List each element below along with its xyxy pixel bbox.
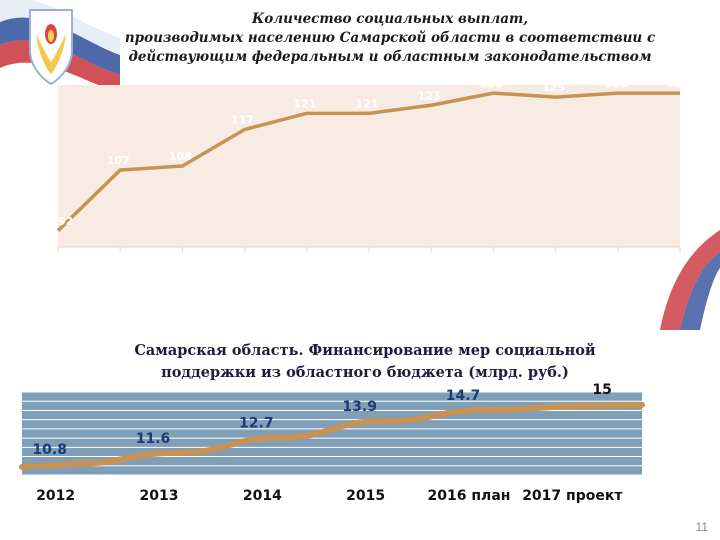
chart-1-title-line: Количество социальных выплат, [251, 11, 529, 27]
chart-2-tick-label: 2016 план [428, 488, 511, 504]
page-number: 11 [695, 520, 708, 534]
chart-1-data-label: 123 [418, 89, 441, 102]
chart-1-data-label: 121 [356, 97, 379, 110]
chart-1-data-label: 121 [293, 97, 316, 110]
chart-1-title: Количество социальных выплат, производим… [110, 10, 670, 67]
chart-1-data-label: 107 [107, 154, 130, 167]
chart-2-data-label: 14.7 [446, 388, 481, 404]
chart-1-data-label: 92 [58, 215, 73, 228]
chart-2-data-label: 10.8 [32, 442, 67, 458]
emblem-icon [29, 9, 73, 86]
chart-1-data-label: 126 [667, 77, 690, 90]
chart-2-tick-label: 2014 [243, 488, 282, 504]
chart-2-title: Самарская область. Финансирование мер со… [100, 340, 630, 384]
chart-2-data-label: 13.9 [342, 399, 377, 415]
chart-2-series-line [19, 401, 645, 470]
chart-2-title-line: Самарская область. Финансирование мер со… [134, 342, 596, 359]
chart-1-data-label: 126 [604, 77, 627, 90]
chart-1-data-label: 126 [480, 77, 503, 90]
chart-2-data-label: 11.6 [136, 431, 171, 447]
chart-2-tick-label: 2017 проект [522, 488, 623, 504]
chart-1-series-line [56, 91, 680, 233]
chart-2-tick-label: 2013 [140, 488, 179, 504]
chart-1-title-line: производимых населению Самарской области… [124, 30, 656, 46]
chart-1-title-line: действующим федеральным и областным зако… [128, 49, 652, 65]
chart-2-data-label: 15 [592, 382, 611, 398]
flag-ribbon-right-blue [680, 252, 720, 330]
chart-1-data-label: 125 [542, 81, 565, 94]
chart-2-tick-label: 2015 [346, 488, 385, 504]
chart-1-data-label: 117 [231, 114, 254, 127]
chart-2-tick-label: 2012 [36, 488, 75, 504]
chart-2-data-label: 12.7 [239, 416, 274, 432]
chart-1-data-label: 108 [169, 150, 192, 163]
flag-ribbon-right-red [660, 230, 720, 330]
chart-2-title-line: поддержки из областного бюджета (млрд. р… [161, 364, 569, 381]
